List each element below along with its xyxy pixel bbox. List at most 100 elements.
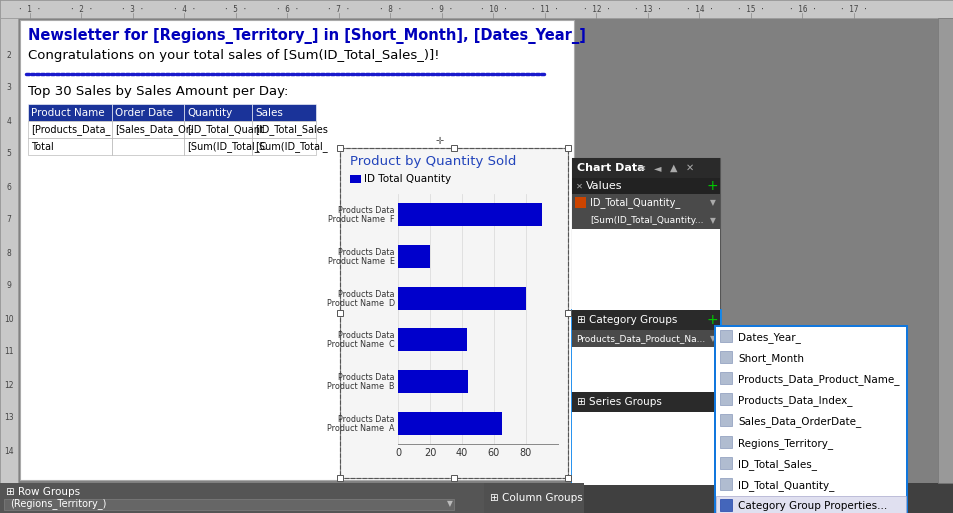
Text: 7: 7 [7,215,11,225]
Text: (Regions_Territory_): (Regions_Territory_) [10,499,107,509]
Text: ID_Total_Sales_: ID_Total_Sales_ [738,459,816,470]
Text: 80: 80 [519,448,532,458]
Bar [112,121,184,138]
Bar [184,104,252,121]
Bar [572,330,720,347]
Bar [397,412,501,435]
Text: · 5 ·: · 5 · [224,6,247,14]
Text: · 14 ·: · 14 · [685,6,713,14]
Text: · 13 ·: · 13 · [634,6,661,14]
Text: Products_Data_Product_Name_: Products_Data_Product_Name_ [738,374,899,385]
Bar [451,145,456,151]
Text: 9: 9 [7,282,11,290]
Bar [252,138,315,155]
Text: · 10 ·: · 10 · [479,6,507,14]
Bar [0,483,953,513]
Text: Congratulations on your total sales of [Sum(ID_Total_Sales_)]!: Congratulations on your total sales of [… [28,49,439,63]
Bar [0,483,483,513]
Text: 60: 60 [487,448,499,458]
Text: Product Name  F: Product Name F [328,215,395,224]
Text: Newsletter for [Regions_Territory_] in [Short_Month], [Dates_Year_]: Newsletter for [Regions_Territory_] in [… [28,28,585,44]
Text: Product by Quantity Sold: Product by Quantity Sold [350,155,516,168]
Bar [720,330,731,342]
Bar [483,483,583,513]
Text: Sales_Data_OrderDate_: Sales_Data_OrderDate_ [738,417,861,427]
Bar [564,310,571,316]
Bar [720,457,731,469]
Bar [575,197,585,208]
Text: Category Group Properties...: Category Group Properties... [738,501,886,511]
Bar [572,178,720,194]
Text: Product Name  E: Product Name E [328,257,395,266]
Bar [28,104,112,121]
Text: Product Name  C: Product Name C [327,340,395,349]
Text: ◄: ◄ [654,163,661,173]
Text: 6: 6 [7,183,11,191]
Bar [720,415,731,426]
Text: ▼: ▼ [709,199,715,207]
Bar [720,478,731,490]
Text: · 7 ·: · 7 · [327,6,350,14]
Text: · 17 ·: · 17 · [840,6,867,14]
Text: Order Date: Order Date [115,108,172,117]
Text: [ID_Total_Quant: [ID_Total_Quant [187,124,264,135]
Bar [572,310,720,330]
Text: Products Data: Products Data [338,248,395,257]
Text: [ID_Total_Sales: [ID_Total_Sales [254,124,328,135]
Bar [252,121,315,138]
Text: Products_Data_Index_: Products_Data_Index_ [738,396,852,406]
Bar [112,104,184,121]
Text: Products Data: Products Data [338,415,395,424]
Text: Products_Data_Product_Na...: Products_Data_Product_Na... [576,334,704,343]
Text: 8: 8 [7,248,11,258]
Text: · 16 ·: · 16 · [788,6,816,14]
Text: ⊞ Category Groups: ⊞ Category Groups [577,315,677,325]
Bar [112,138,184,155]
Text: +: + [705,179,717,193]
Text: ≡: ≡ [638,163,645,173]
Text: Product Name  A: Product Name A [327,424,395,432]
Text: [Sales_Data_Or₂: [Sales_Data_Or₂ [115,124,193,135]
Text: ▼: ▼ [447,500,453,508]
Bar [720,499,731,511]
Bar [572,158,720,320]
Text: · 1 ·: · 1 · [18,6,42,14]
Bar [716,496,905,513]
Text: 3: 3 [7,84,11,92]
Bar [20,20,574,480]
Text: Products Data: Products Data [338,331,395,340]
Bar [720,393,731,405]
Text: ▼: ▼ [709,334,715,343]
Text: · 12 ·: · 12 · [582,6,610,14]
Text: · 6 ·: · 6 · [275,6,298,14]
Text: ▼: ▼ [709,216,715,225]
Bar [0,18,18,513]
Bar [937,18,953,483]
Bar [572,194,720,212]
Text: Values: Values [585,181,622,191]
Text: · 4 ·: · 4 · [172,6,196,14]
Bar [720,436,731,447]
Text: 20: 20 [423,448,436,458]
Bar [572,212,720,229]
Text: ID_Total_Quantity_: ID_Total_Quantity_ [589,198,679,208]
Bar [336,310,343,316]
Text: ID_Total_Quantity_: ID_Total_Quantity_ [738,480,834,491]
Text: Regions_Territory_: Regions_Territory_ [738,438,832,448]
Text: 13: 13 [4,413,13,423]
Text: ✕: ✕ [685,163,694,173]
Text: Products Data: Products Data [338,206,395,215]
Text: [Sum(ID_Total_Quantity...: [Sum(ID_Total_Quantity... [589,216,702,225]
Bar [397,328,466,351]
Bar [572,158,720,178]
Bar [28,138,112,155]
Bar [0,0,953,18]
Text: · 8 ·: · 8 · [378,6,401,14]
Text: 40: 40 [456,448,468,458]
Text: Short_Month: Short_Month [738,353,803,364]
Bar [572,412,720,485]
Bar [564,145,571,151]
Text: ID Total Quantity: ID Total Quantity [364,174,451,184]
Text: Sales: Sales [254,108,283,117]
Bar [572,310,720,485]
